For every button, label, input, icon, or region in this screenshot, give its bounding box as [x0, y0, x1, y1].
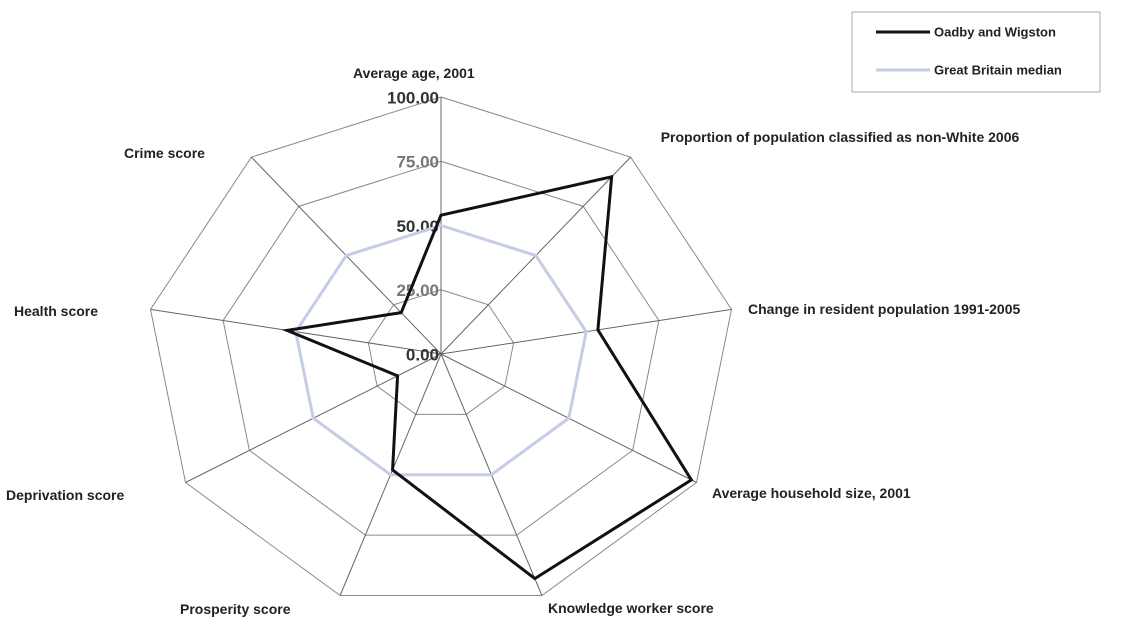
category-label: Knowledge worker score — [548, 600, 714, 616]
category-label: Deprivation score — [6, 487, 125, 503]
legend-label: Oadby and Wigston — [934, 24, 1056, 39]
y-tick-label: 25.00 — [396, 281, 439, 300]
category-label: Change in resident population 1991-2005 — [748, 301, 1021, 317]
category-label: Average age, 2001 — [353, 65, 475, 81]
y-tick-label: 50.00 — [396, 217, 439, 236]
legend-box — [851, 11, 1101, 93]
series-line — [281, 174, 694, 581]
grid-ring — [149, 96, 733, 597]
category-label: Crime score — [124, 145, 205, 161]
category-label: Average household size, 2001 — [712, 485, 911, 501]
category-label: Proportion of population classified as n… — [660, 129, 1020, 145]
y-tick-label: 100.00 — [387, 88, 439, 107]
grid-ring — [367, 289, 515, 415]
series-line — [294, 223, 588, 477]
category-label: Health score — [14, 303, 99, 319]
legend-label: Great Britain median — [934, 62, 1062, 77]
grid-ring — [222, 160, 660, 536]
y-tick-label: 0.00 — [406, 345, 439, 364]
category-label: Prosperity score — [180, 601, 291, 617]
y-tick-label: 75.00 — [396, 153, 439, 172]
